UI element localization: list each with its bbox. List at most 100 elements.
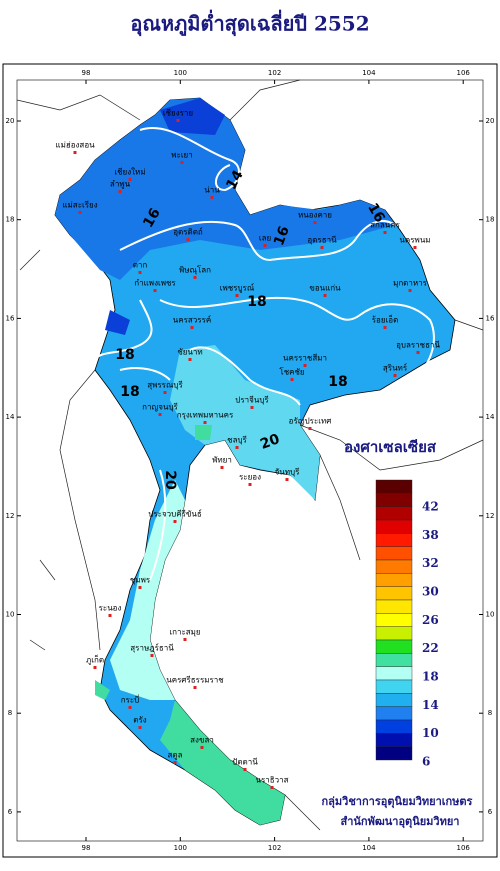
place-label: ภูเก็ต — [86, 655, 104, 666]
place-label: พัทยา — [212, 456, 232, 465]
lat-tick-label: 16 — [486, 314, 495, 322]
place-marker — [323, 294, 327, 297]
credit-line: กลุ่มวิชาการอุตุนิยมวิทยาเกษตร — [322, 795, 473, 809]
place-marker — [138, 271, 142, 274]
place-marker — [186, 238, 190, 241]
lat-tick-label: 20 — [6, 117, 15, 125]
place-label: สกลนคร — [370, 221, 400, 230]
place-label: พะเยา — [171, 151, 192, 160]
contour-label: 18 — [328, 374, 347, 390]
place-marker — [220, 466, 224, 469]
place-label: ชุมพร — [130, 576, 151, 585]
contour-label: 16 — [271, 224, 293, 248]
place-marker — [93, 666, 97, 669]
place-label: พิษณุโลก — [179, 265, 211, 275]
colorbar-label: 42 — [422, 500, 439, 514]
colorbar-cell — [375, 679, 413, 694]
place-label: ตรัง — [133, 716, 146, 725]
place-marker — [193, 276, 197, 279]
temperature-fill — [54, 97, 456, 826]
neighbour-borders — [16, 79, 484, 831]
colorbar-label: 14 — [422, 698, 439, 712]
place-marker — [176, 119, 180, 122]
place-label: สุรินทร์ — [383, 363, 408, 373]
place-label: แม่ฮ่องสอน — [55, 141, 95, 150]
place-marker — [128, 706, 132, 709]
place-label: ปราจีนบุรี — [235, 396, 269, 405]
lon-tick-label: 100 — [174, 69, 187, 77]
place-label: สุพรรณบุรี — [147, 381, 183, 390]
lat-tick-label: 16 — [6, 314, 15, 322]
place-label: นครศรีธรรมราช — [166, 676, 224, 685]
place-marker — [108, 614, 112, 617]
lat-tick-label: 6 — [8, 808, 13, 816]
place-label: นครพนม — [399, 236, 430, 245]
place-marker — [163, 391, 167, 394]
place-label: เกาะสมุย — [169, 628, 200, 637]
place-marker — [183, 638, 187, 641]
contour-label: 18 — [247, 294, 266, 310]
place-marker — [128, 178, 132, 181]
place-marker — [150, 654, 154, 657]
place-label: อรัญประเทศ — [289, 417, 332, 426]
colorbar-cell — [375, 493, 413, 507]
colorbar-cell — [375, 479, 413, 494]
place-label: ลำพูน — [110, 180, 131, 190]
place-marker — [188, 358, 192, 361]
place-marker — [383, 231, 387, 234]
place-label: ปัตตานี — [232, 758, 258, 767]
place-label: นครราชสีมา — [283, 354, 327, 363]
place-marker — [78, 211, 82, 214]
lon-tick-label: 102 — [268, 69, 281, 77]
place-marker — [248, 483, 252, 486]
colorbar-cell — [375, 586, 413, 601]
place-label: กาญจนบุรี — [142, 403, 178, 412]
lon-tick-label: 104 — [362, 844, 376, 852]
colorbar-cell — [375, 626, 413, 641]
colorbar-cell — [375, 733, 413, 747]
colorbar-label: 26 — [422, 613, 439, 627]
colorbar-label: 18 — [422, 670, 439, 684]
place-marker — [303, 364, 307, 367]
place-label: สตูล — [168, 751, 183, 761]
place-marker — [190, 326, 194, 329]
place-label: กระบี่ — [121, 694, 140, 705]
place-label: ชลบุรี — [227, 436, 247, 445]
colorbar-cell — [375, 546, 413, 561]
lat-tick-label: 12 — [486, 512, 495, 520]
colorbar-cell — [375, 706, 413, 721]
colorbar-cell — [375, 719, 413, 734]
place-marker — [138, 586, 142, 589]
colorbar-cell — [375, 533, 413, 547]
lon-tick-label: 104 — [362, 69, 376, 77]
colorbar-cell — [375, 519, 413, 534]
place-label: ชัยนาท — [177, 348, 202, 357]
place-marker — [393, 374, 397, 377]
place-marker — [180, 161, 184, 164]
place-label: มุกดาหาร — [393, 279, 428, 288]
place-label: กำแพงเพชร — [134, 279, 176, 288]
lat-tick-label: 10 — [6, 611, 15, 619]
contour-label: 20 — [258, 431, 282, 453]
place-label: อุบลราชธานี — [396, 341, 440, 350]
place-label: เชียงใหม่ — [114, 168, 145, 177]
colorbar-cell — [375, 693, 413, 707]
place-marker — [270, 786, 274, 789]
place-label: อุดรธานี — [307, 236, 337, 245]
inner-frame — [16, 79, 484, 842]
lat-tick-label: 8 — [488, 709, 492, 717]
contour-lines — [94, 127, 435, 581]
lon-tick-label: 100 — [174, 844, 187, 852]
place-label: สงขลา — [190, 736, 214, 745]
place-marker — [158, 413, 162, 416]
legend-title: องศาเซลเซียส — [344, 438, 437, 456]
place-marker — [243, 768, 247, 771]
colorbar-label: 38 — [422, 528, 439, 542]
lat-tick-label: 12 — [6, 512, 15, 520]
contour-label: 20 — [162, 470, 178, 490]
place-label: ขอนแก่น — [309, 284, 341, 293]
map-frame — [2, 63, 498, 858]
colorbar-cell — [375, 573, 413, 587]
place-marker — [235, 446, 239, 449]
